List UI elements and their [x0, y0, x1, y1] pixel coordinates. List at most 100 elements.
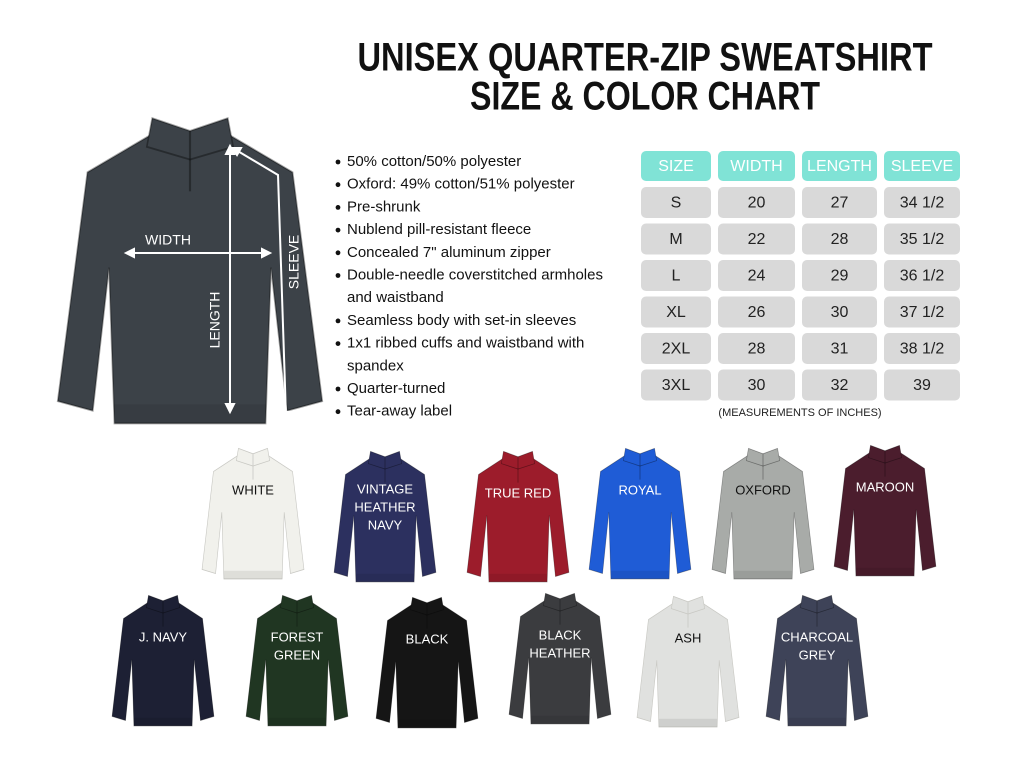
- table-cell: [884, 260, 960, 291]
- table-cell: [641, 187, 711, 218]
- swatch-label: WHITE: [232, 482, 274, 497]
- waistband: [658, 718, 718, 727]
- swatch-label: CHARCOAL: [781, 629, 853, 644]
- cell-text: 30: [748, 377, 766, 394]
- table-cell: [718, 296, 795, 328]
- bullet-dot: [335, 159, 341, 165]
- collar: [409, 596, 445, 616]
- cell-text: 29: [831, 268, 849, 285]
- cell-text: 34 1/2: [900, 195, 945, 212]
- waistband: [855, 567, 915, 576]
- feature-text: Oxford: 49% cotton/51% polyester: [347, 176, 575, 193]
- table-cell: [802, 296, 877, 328]
- sweatshirt: [466, 450, 570, 583]
- waistband: [787, 717, 847, 726]
- waistband: [223, 570, 283, 579]
- cell-text: S: [671, 195, 682, 212]
- color-swatches: WHITE VINTAGE HEATHER NAVY TRUE RED ROYAL OXFO…: [111, 444, 937, 729]
- waistband: [133, 717, 193, 726]
- table-cell: [718, 333, 795, 364]
- diagram-label: SLEEVE: [286, 235, 302, 289]
- swatch-label: OXFORD: [735, 482, 791, 497]
- table-cell: [718, 260, 795, 291]
- table-cell: [641, 260, 711, 291]
- sweatshirt: [833, 444, 937, 577]
- cell-text: 36 1/2: [900, 268, 945, 285]
- table-cell: [718, 187, 795, 218]
- collar: [622, 447, 658, 467]
- cell-text: 24: [748, 268, 766, 285]
- bullet-dot: [335, 386, 341, 392]
- measure-lines: [123, 143, 292, 423]
- sweatshirt: [508, 592, 612, 725]
- feature-text: Quarter-turned: [347, 380, 445, 397]
- sweatshirt: [588, 447, 692, 580]
- cell-text: 30: [831, 304, 849, 321]
- cell-text: L: [672, 268, 681, 285]
- bullet-dot: [335, 273, 341, 278]
- table-cell: [802, 187, 877, 218]
- swatch-label: J. NAVY: [139, 629, 187, 644]
- collar: [279, 594, 315, 614]
- waistband: [397, 719, 457, 728]
- cell-text: XL: [666, 304, 686, 321]
- table-cell: [641, 369, 711, 401]
- diagram-label: WIDTH: [145, 232, 191, 248]
- cell-text: 28: [831, 231, 849, 248]
- swatch-label: ASH: [675, 630, 702, 645]
- size-table: SIZE WIDTH LENGTH SLEEVE S 20 27 34 1/2 M 22 28 35 …: [641, 151, 960, 401]
- swatch-label: GREY: [799, 647, 836, 662]
- title-line: SIZE & COLOR CHART: [470, 75, 820, 119]
- collar: [367, 450, 403, 470]
- waistband: [488, 573, 548, 582]
- feature-text: 1x1 ribbed cuffs and waistband with: [347, 335, 584, 352]
- header-cell: [718, 151, 795, 181]
- bullet-dot: [335, 409, 341, 415]
- feature-text: Pre-shrunk: [347, 198, 421, 215]
- feature-text: 50% cotton/50% polyester: [347, 153, 521, 170]
- feature-text: spandex: [347, 357, 404, 374]
- sweatshirt: [711, 447, 815, 580]
- title-line: UNISEX QUARTER-ZIP SWEATSHIRT: [358, 36, 933, 80]
- collar: [867, 444, 903, 464]
- table-cell: [884, 369, 960, 401]
- waistband: [610, 570, 670, 579]
- cell-text: 35 1/2: [900, 231, 945, 248]
- table-cell: [884, 333, 960, 364]
- swatch-label: TRUE RED: [485, 485, 551, 500]
- bullet-dot: [335, 250, 341, 256]
- bullet-dot: [335, 227, 341, 233]
- feature-text: and waistband: [347, 289, 444, 306]
- table-cell: [802, 260, 877, 291]
- table-cell: [641, 296, 711, 328]
- collar: [145, 116, 235, 161]
- swatch-label: BLACK: [406, 631, 449, 646]
- header-cell: [641, 151, 711, 181]
- cell-text: 32: [831, 377, 849, 394]
- collar: [500, 450, 536, 470]
- header-cell: [802, 151, 877, 181]
- sweatshirt: [636, 595, 740, 728]
- feature-text: Seamless body with set-in sleeves: [347, 312, 576, 329]
- feature-text: Double-needle coverstitched armholes: [347, 266, 603, 283]
- sweatshirt: [56, 116, 324, 425]
- swatch-label: FOREST: [271, 629, 324, 644]
- feature-list: 50% cotton/50% polyester Oxford: 49% cott…: [335, 153, 603, 420]
- swatch-label: ROYAL: [618, 482, 661, 497]
- header-text: WIDTH: [730, 158, 782, 175]
- cell-text: 38 1/2: [900, 341, 945, 358]
- sweatshirt: [333, 450, 437, 583]
- collar: [745, 447, 781, 467]
- header-text: SLEEVE: [891, 158, 953, 175]
- table-note: (MEASUREMENTS OF INCHES): [718, 407, 881, 419]
- feature-text: Concealed 7" aluminum zipper: [347, 244, 551, 261]
- swatch-label: MAROON: [856, 479, 915, 494]
- diagram-label: LENGTH: [207, 292, 223, 349]
- cell-text: 31: [831, 341, 849, 358]
- sweatshirt: [245, 594, 349, 727]
- table-cell: [641, 333, 711, 364]
- bullet-dot: [335, 341, 341, 346]
- bullet-dot: [335, 182, 341, 188]
- bullet-dot: [335, 318, 341, 324]
- cell-text: 39: [913, 377, 931, 394]
